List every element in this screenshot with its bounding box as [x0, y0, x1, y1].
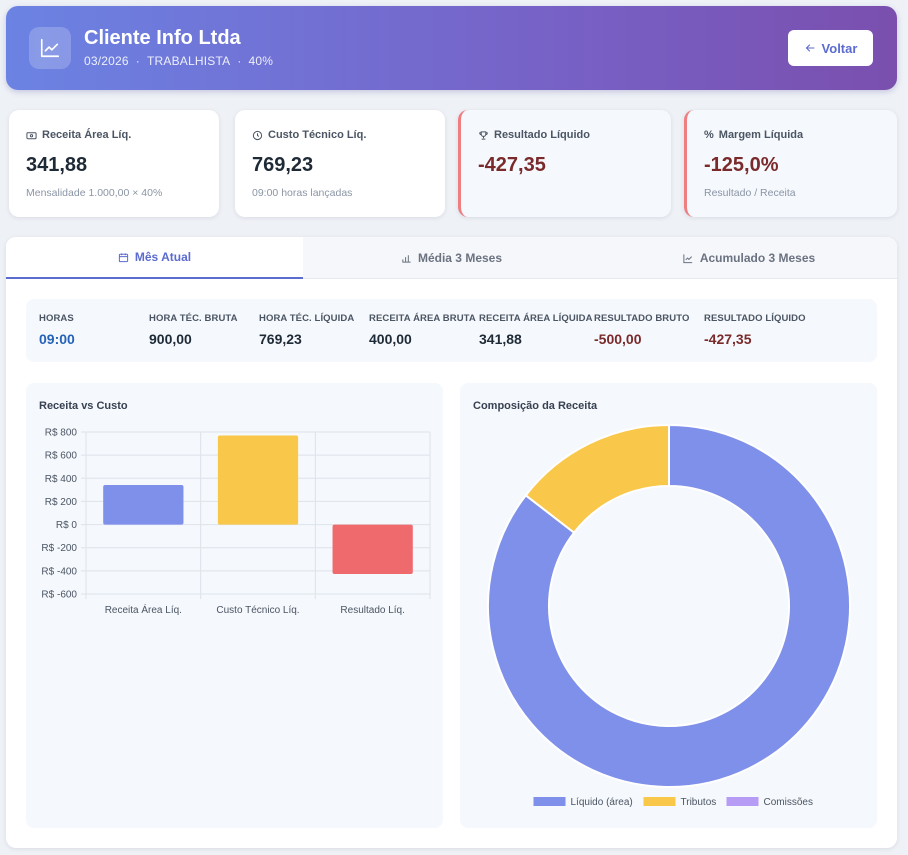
tab-label: Média 3 Meses: [417, 251, 503, 265]
main-panel: Mês Atual Média 3 Meses Acumulado 3 Mese…: [6, 237, 897, 848]
period-text: 03/2026: [84, 54, 129, 68]
stat-resultado-bruto: RESULTADO BRUTO -500,00: [594, 313, 689, 347]
stat-label: RECEITA ÁREA LÍQUIDA: [479, 313, 593, 324]
y-tick-label: R$ 600: [45, 451, 78, 462]
bar-chart-title: Receita vs Custo: [39, 400, 128, 412]
stat-label: HORA TÉC. BRUTA: [149, 313, 238, 324]
legend-label: Comissões: [764, 797, 813, 808]
stat-value: 341,88: [479, 331, 522, 347]
card-subtext: Resultado / Receita: [704, 187, 796, 199]
donut-slice: [524, 423, 670, 535]
y-tick-label: R$ 800: [45, 428, 78, 439]
line-chart-icon: [683, 253, 692, 263]
stat-value: -427,35: [704, 331, 752, 347]
stat-label: RESULTADO BRUTO: [594, 313, 690, 324]
card-value: -427,35: [478, 154, 546, 176]
card-subtext: 09:00 horas lançadas: [252, 187, 353, 199]
y-tick-label: R$ 400: [45, 474, 78, 485]
card-custo: Custo Técnico Líq. 769,23 09:00 horas la…: [235, 110, 445, 217]
period-tabs: Mês Atual Média 3 Meses Acumulado 3 Mese…: [6, 237, 897, 279]
trend-chart-icon: [29, 27, 71, 69]
card-label: Resultado Líquido: [494, 129, 590, 141]
y-tick-label: R$ 200: [45, 497, 78, 508]
arrow-left-icon: [805, 44, 815, 52]
tab-mes-atual[interactable]: Mês Atual: [6, 237, 303, 279]
stat-hora-tec-bruta: HORA TÉC. BRUTA 900,00: [149, 313, 238, 347]
stat-label: RECEITA ÁREA BRUTA: [369, 313, 476, 324]
stat-value: -500,00: [594, 331, 642, 347]
bar: [103, 485, 184, 525]
card-label: Custo Técnico Líq.: [268, 129, 367, 141]
legend-swatch: [533, 797, 566, 806]
tab-media-3-meses[interactable]: Média 3 Meses: [303, 237, 600, 279]
calendar-icon: [118, 252, 129, 262]
card-label: Receita Área Líq.: [42, 129, 132, 141]
donut-chart-title: Composição da Receita: [473, 400, 598, 412]
trophy-icon: [479, 130, 488, 140]
x-tick-label: Resultado Líq.: [340, 605, 405, 616]
stat-receita-area-liquida: RECEITA ÁREA LÍQUIDA 341,88: [479, 313, 593, 347]
card-receita: Receita Área Líq. 341,88 Mensalidade 1.0…: [9, 110, 219, 217]
percent-icon: %: [704, 129, 714, 141]
bar: [217, 435, 299, 525]
page-header: Cliente Info Ltda 03/2026 · TRABALHISTA · 40…: [6, 6, 897, 90]
type-text: TRABALHISTA: [146, 54, 231, 68]
x-tick-label: Receita Área Líq.: [105, 603, 182, 616]
stat-value: 769,23: [259, 331, 302, 347]
card-margem: % Margem Líquida -125,0% Resultado / Rece…: [684, 110, 897, 217]
legend-label: Tributos: [681, 797, 717, 808]
card-value: 341,88: [26, 154, 88, 176]
stat-value: 400,00: [369, 331, 412, 347]
card-value: 769,23: [252, 154, 314, 176]
x-tick-label: Custo Técnico Líq.: [216, 605, 299, 616]
client-subtitle: 03/2026 · TRABALHISTA · 40%: [84, 54, 274, 68]
clock-icon: [252, 130, 263, 140]
stat-hora-tec-liquida: HORA TÉC. LÍQUIDA 769,23: [259, 313, 354, 347]
donut-chart: Líquido (área) Tributos Comissões: [487, 423, 851, 808]
stat-value: 09:00: [39, 331, 75, 347]
cash-icon: [26, 131, 37, 139]
bar-chart: R$ 800 R$ 600 R$ 400 R$ 200 R$ 0 R$ -200 R$ -4…: [41, 428, 431, 616]
donut-chart-card: Composição da Receita Líquido (área) Trib…: [460, 383, 877, 828]
card-label: Margem Líquida: [718, 129, 804, 141]
y-tick-label: R$ 0: [56, 520, 78, 531]
y-tick-label: R$ -400: [41, 566, 77, 577]
stat-resultado-liquido: RESULTADO LÍQUIDO -427,35: [704, 313, 806, 347]
back-button[interactable]: Voltar: [788, 30, 873, 66]
legend-swatch: [726, 797, 759, 806]
stats-strip: HORAS 09:00 HORA TÉC. BRUTA 900,00 HORA TÉ…: [26, 299, 877, 362]
percent-text: 40%: [248, 54, 274, 68]
bar: [332, 524, 413, 575]
bar-chart-card: Receita vs Custo R$ 800 R$ 600 R$ 400 R$ 20…: [26, 383, 443, 828]
stat-label: RESULTADO LÍQUIDO: [704, 313, 806, 324]
tab-label: Mês Atual: [134, 250, 192, 264]
bar-chart-icon: [402, 254, 411, 263]
stat-label: HORA TÉC. LÍQUIDA: [259, 313, 355, 324]
stat-value: 900,00: [149, 331, 192, 347]
y-tick-label: R$ -200: [41, 543, 77, 554]
card-subtext: Mensalidade 1.000,00 × 40%: [26, 187, 163, 199]
stat-horas: HORAS 09:00: [39, 313, 75, 347]
stat-label: HORAS: [39, 313, 74, 324]
back-button-label: Voltar: [821, 40, 858, 56]
client-title: Cliente Info Ltda: [84, 27, 241, 49]
card-value: -125,0%: [704, 154, 779, 176]
y-tick-label: R$ -600: [41, 590, 77, 601]
tab-acumulado-3-meses[interactable]: Acumulado 3 Meses: [600, 237, 897, 279]
card-resultado: Resultado Líquido -427,35: [458, 110, 671, 217]
legend-swatch: [643, 797, 676, 806]
donut-slice: [487, 423, 851, 788]
stat-receita-area-bruta: RECEITA ÁREA BRUTA 400,00: [369, 313, 476, 347]
legend-label: Líquido (área): [571, 797, 633, 808]
tab-label: Acumulado 3 Meses: [699, 251, 816, 265]
